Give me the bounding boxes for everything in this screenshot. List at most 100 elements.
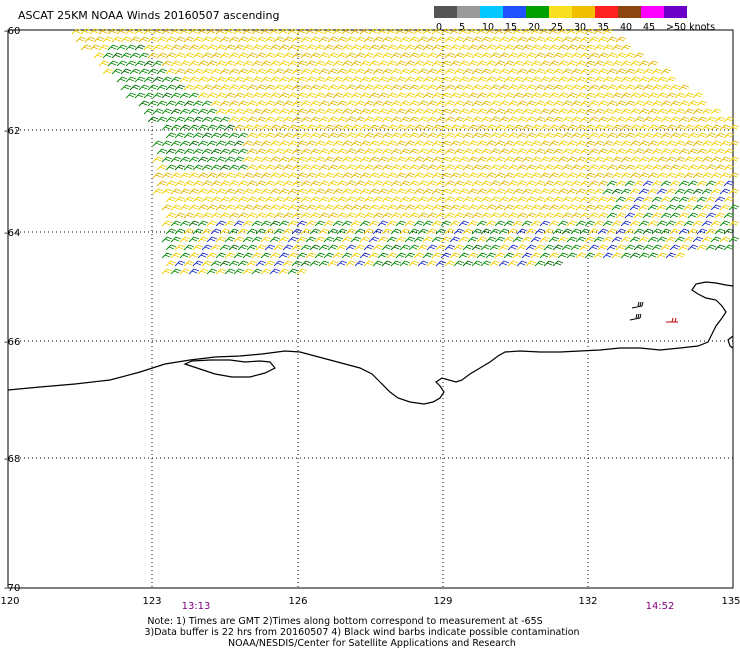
wind-barb [485, 252, 497, 259]
wind-barb [413, 28, 425, 35]
wind-barb [440, 156, 452, 163]
wind-barb [503, 252, 515, 259]
wind-barb [314, 124, 326, 131]
wind-barb [512, 252, 524, 259]
wind-barb [588, 100, 600, 107]
wind-barb [494, 236, 506, 243]
wind-barb [579, 180, 591, 187]
wind-barb [399, 260, 411, 267]
wind-barb [597, 84, 609, 91]
wind-barb [215, 204, 227, 211]
wind-barb [431, 204, 443, 211]
wind-barb [660, 100, 672, 107]
wind-barb [242, 268, 254, 275]
wind-barb [683, 124, 695, 131]
wind-barb [620, 188, 632, 195]
wind-barb [251, 172, 263, 179]
wind-barb [516, 196, 528, 203]
wind-barb [192, 228, 204, 235]
wind-barb [350, 60, 362, 67]
wind-barb [219, 52, 231, 59]
wind-barb [561, 212, 573, 219]
time-label-end: 14:52 [646, 601, 675, 612]
wind-barb [444, 196, 456, 203]
wind-barb [174, 68, 186, 75]
wind-barb [530, 108, 542, 115]
wind-barb [723, 132, 735, 139]
wind-barb [597, 36, 609, 43]
wind-barb [242, 28, 254, 35]
wind-barb [660, 132, 672, 139]
wind-barb [282, 100, 294, 107]
wind-barb [548, 44, 560, 51]
wind-barb [341, 172, 353, 179]
wind-barb [246, 36, 258, 43]
wind-barb [242, 108, 254, 115]
wind-barb [332, 92, 344, 99]
wind-barb [381, 164, 393, 171]
wind-barb [606, 180, 618, 187]
legend-label: 30 [574, 22, 586, 33]
wind-barb [606, 36, 618, 43]
wind-barb [678, 228, 690, 235]
wind-barb [440, 220, 452, 227]
wind-barb [278, 76, 290, 83]
wind-barb [408, 180, 420, 187]
wind-barb [269, 60, 281, 67]
wind-barb [615, 164, 627, 171]
wind-barb [417, 196, 429, 203]
wind-barb [341, 140, 353, 147]
wind-barb [480, 180, 492, 187]
wind-barb [647, 236, 659, 243]
wind-barb [404, 124, 416, 131]
wind-barb [620, 156, 632, 163]
wind-barb [669, 116, 681, 123]
wind-barb [683, 156, 695, 163]
wind-barb [629, 124, 641, 131]
wind-barb [440, 140, 452, 147]
wind-barb [489, 52, 501, 59]
wind-barb [188, 236, 200, 243]
wind-barb [395, 140, 407, 147]
wind-barb [705, 212, 717, 219]
wind-barb [593, 220, 605, 227]
wind-barb [593, 204, 605, 211]
wind-barb [512, 60, 524, 67]
wind-barb [575, 236, 587, 243]
wind-barb [395, 156, 407, 163]
wind-barb [696, 100, 708, 107]
wind-barb [647, 124, 659, 131]
wind-barb [435, 148, 447, 155]
wind-barb [615, 68, 627, 75]
wind-barb [701, 204, 713, 211]
wind-barb [557, 172, 569, 179]
wind-barb [345, 68, 357, 75]
wind-barb [566, 156, 578, 163]
wind-barb [611, 156, 623, 163]
wind-barb [651, 148, 663, 155]
wind-barb [318, 180, 330, 187]
wind-barb [534, 244, 546, 251]
wind-barb [453, 36, 465, 43]
wind-barb [332, 252, 344, 259]
wind-barb [237, 132, 249, 139]
wind-barb [197, 172, 209, 179]
wind-barb [381, 52, 393, 59]
wind-barb [669, 244, 681, 251]
wind-barb [260, 204, 272, 211]
wind-barb [201, 260, 213, 267]
wind-barb [237, 84, 249, 91]
wind-barb [683, 220, 695, 227]
wind-barb [408, 212, 420, 219]
wind-barb [129, 84, 141, 91]
wind-barb [426, 36, 438, 43]
wind-barb [705, 228, 717, 235]
wind-barb [323, 220, 335, 227]
wind-barb [170, 252, 182, 259]
wind-barb [417, 180, 429, 187]
wind-barb [210, 100, 222, 107]
wind-barb [408, 196, 420, 203]
wind-barb [381, 84, 393, 91]
wind-barb [341, 44, 353, 51]
wind-barb [80, 44, 92, 51]
